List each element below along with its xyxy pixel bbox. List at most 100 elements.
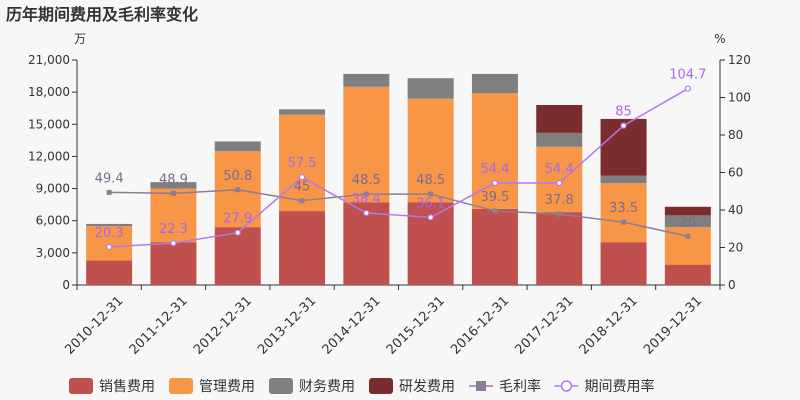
bar-segment: [343, 202, 390, 285]
bar-segment: [150, 182, 197, 189]
data-label: 54.4: [480, 162, 509, 177]
bar-segment: [600, 183, 647, 243]
line-point: [106, 243, 113, 251]
legend-swatch: [269, 378, 293, 394]
line-point: [492, 208, 498, 214]
line-point: [684, 85, 691, 92]
bar-segment: [279, 211, 326, 285]
y-right-tick-label: 100: [728, 91, 751, 105]
line-point: [685, 233, 691, 239]
bar-segment: [86, 223, 133, 227]
legend-label: 销售费用: [99, 379, 155, 395]
plot-area: 0 3,000 6,000 9,000 12,000 15,000 18,000 21,000…: [28, 53, 751, 358]
data-label: 104.7: [669, 68, 706, 83]
data-label: 22.3: [159, 222, 188, 237]
legend-marker: [476, 381, 486, 391]
legend: 销售费用 管理费用 财务费用 研发费用 毛利率 期间费用率: [69, 378, 655, 395]
y-right-tick-label: 0: [728, 278, 736, 292]
data-label: 49.4: [95, 171, 124, 186]
bar-segment: [536, 212, 583, 285]
bar-segment: [86, 260, 133, 285]
y-left-tick-label: 9,000: [36, 182, 70, 196]
legend-swatch: [69, 378, 93, 394]
data-label: 85: [615, 105, 632, 120]
y-right-tick-label: 20: [728, 241, 743, 255]
y-right-tick-label: 60: [728, 166, 743, 180]
data-label: 48.5: [352, 173, 381, 188]
y-left-tick-label: 0: [62, 278, 70, 292]
bar-segment: [279, 114, 326, 212]
data-label: 36.1: [416, 196, 445, 211]
y-right-tick-label: 40: [728, 203, 743, 217]
data-label: 38.4: [352, 192, 381, 207]
y-left-tick-label: 21,000: [28, 53, 70, 67]
bar-segment: [150, 242, 197, 285]
bar-segment: [664, 215, 711, 228]
line-point: [299, 198, 305, 204]
bar-segment: [407, 98, 454, 203]
line-point: [363, 209, 370, 217]
bar-segment: [471, 208, 518, 285]
bar-segment: [536, 146, 583, 213]
y-left-tick-label: 18,000: [28, 85, 70, 99]
data-label: 48.5: [416, 173, 445, 188]
legend-label: 毛利率: [499, 378, 541, 395]
line-point: [621, 219, 627, 225]
line-point: [170, 240, 177, 247]
series-line: [109, 188, 689, 237]
line-point: [427, 214, 434, 221]
series-line: [109, 88, 689, 248]
y-left-tick-label: 15,000: [28, 117, 70, 131]
line-point: [556, 211, 562, 217]
legend-swatch: [369, 378, 393, 394]
line-point: [170, 190, 176, 196]
legend-label: 期间费用率: [585, 378, 655, 395]
y-left-unit: 万: [74, 32, 86, 46]
bar-segment: [343, 73, 390, 87]
data-label: 26: [680, 215, 697, 230]
y-left-tick-label: 12,000: [28, 149, 70, 163]
data-label: 45: [294, 180, 311, 195]
bar-segment: [600, 175, 647, 184]
bar-segment: [86, 226, 133, 261]
bar-segment: [536, 105, 583, 133]
y-left-tick-label: 3,000: [36, 246, 70, 260]
y-left-tick-label: 6,000: [36, 214, 70, 228]
chart-title: 历年期间费用及毛利率变化: [6, 5, 198, 24]
line-point: [556, 179, 563, 187]
data-label: 27.9: [223, 212, 252, 227]
bar-segment: [343, 86, 390, 203]
bar-segment: [279, 109, 326, 115]
line-point: [491, 179, 499, 187]
data-label: 20.3: [95, 226, 124, 241]
bar-segment: [407, 78, 454, 99]
data-label: 33.5: [609, 201, 638, 216]
legend-marker: [560, 380, 573, 392]
bar-segment: [664, 264, 711, 285]
line-point: [620, 122, 627, 129]
bar-segment: [214, 227, 261, 285]
bar-segment: [214, 141, 261, 152]
bar-segment: [471, 73, 518, 94]
legend-label: 管理费用: [199, 379, 255, 395]
data-label: 54.4: [545, 162, 574, 177]
y-right-tick-label: 80: [728, 128, 743, 142]
line-point: [298, 174, 306, 181]
legend-label: 财务费用: [299, 379, 355, 395]
bar-segment: [600, 242, 647, 285]
line-point: [106, 189, 112, 195]
bar-segment: [536, 132, 583, 147]
data-label: 37.8: [545, 193, 574, 208]
data-label: 48.9: [159, 172, 188, 187]
y-right-tick-label: 120: [728, 53, 751, 67]
line-point: [235, 187, 241, 193]
data-label: 39.5: [480, 190, 509, 205]
line-point: [363, 191, 369, 197]
legend-swatch: [169, 378, 193, 394]
bar-segment: [664, 206, 711, 216]
data-label: 57.5: [288, 156, 317, 171]
line-point: [428, 191, 434, 197]
legend-label: 研发费用: [399, 379, 455, 395]
